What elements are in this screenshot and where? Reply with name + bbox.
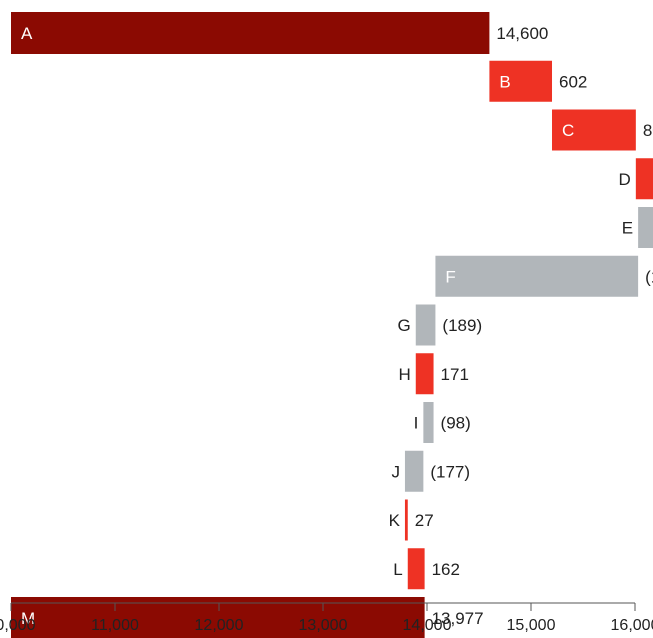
value-label-l: 162 [432, 560, 460, 579]
category-label-a: A [21, 24, 33, 43]
value-label-i: (98) [441, 414, 471, 433]
value-label-c: 806 [643, 121, 653, 140]
category-label-l: L [393, 560, 402, 579]
bar-c [552, 109, 636, 151]
category-label-j: J [391, 462, 400, 481]
x-tick-label: 15,000 [507, 617, 556, 634]
bar-k [404, 499, 408, 541]
bar-h [415, 353, 434, 395]
bar-l [407, 548, 425, 590]
category-label-g: G [398, 316, 411, 335]
category-label-c: C [562, 121, 574, 140]
category-labels-group: A B C D E F G H I J K L M [21, 24, 633, 628]
value-label-f: (1,949) [645, 267, 653, 286]
x-axis: 10,000 11,000 12,000 13,000 14,000 15,000 16,0… [0, 602, 653, 634]
category-label-e: E [622, 219, 633, 238]
category-label-h: H [398, 365, 410, 384]
bar-f [435, 255, 639, 297]
x-tick-label: 13,000 [299, 617, 348, 634]
category-label-b: B [499, 72, 510, 91]
x-tick-label: 16,000 [611, 617, 653, 634]
value-label-b: 602 [559, 72, 587, 91]
value-label-k: 27 [415, 511, 434, 530]
bars-group [11, 12, 653, 638]
value-label-h: 171 [441, 365, 469, 384]
bar-b [489, 60, 553, 102]
x-tick-label: 12,000 [195, 617, 244, 634]
bar-e [638, 207, 653, 248]
x-tick-label: 10,000 [0, 617, 36, 634]
x-tick-label: 14,000 [403, 617, 452, 634]
bar-a [11, 12, 490, 54]
value-label-a: 14,600 [496, 24, 548, 43]
bar-d [635, 158, 653, 200]
value-label-m: 13,977 [432, 609, 484, 628]
category-label-i: I [414, 414, 419, 433]
x-tick-label: 11,000 [91, 617, 139, 634]
category-label-f: F [445, 267, 455, 286]
bar-i [423, 402, 434, 443]
category-label-m: M [21, 609, 35, 628]
value-labels-group: 14,600602806181(159)(1,949)(189)171(98)(… [415, 24, 653, 628]
category-label-k: K [389, 511, 401, 530]
value-label-g: (189) [442, 316, 482, 335]
bar-g [415, 304, 436, 346]
category-label-d: D [619, 170, 631, 189]
bar-m [11, 597, 425, 638]
value-label-j: (177) [430, 462, 470, 481]
bar-j [404, 450, 424, 492]
